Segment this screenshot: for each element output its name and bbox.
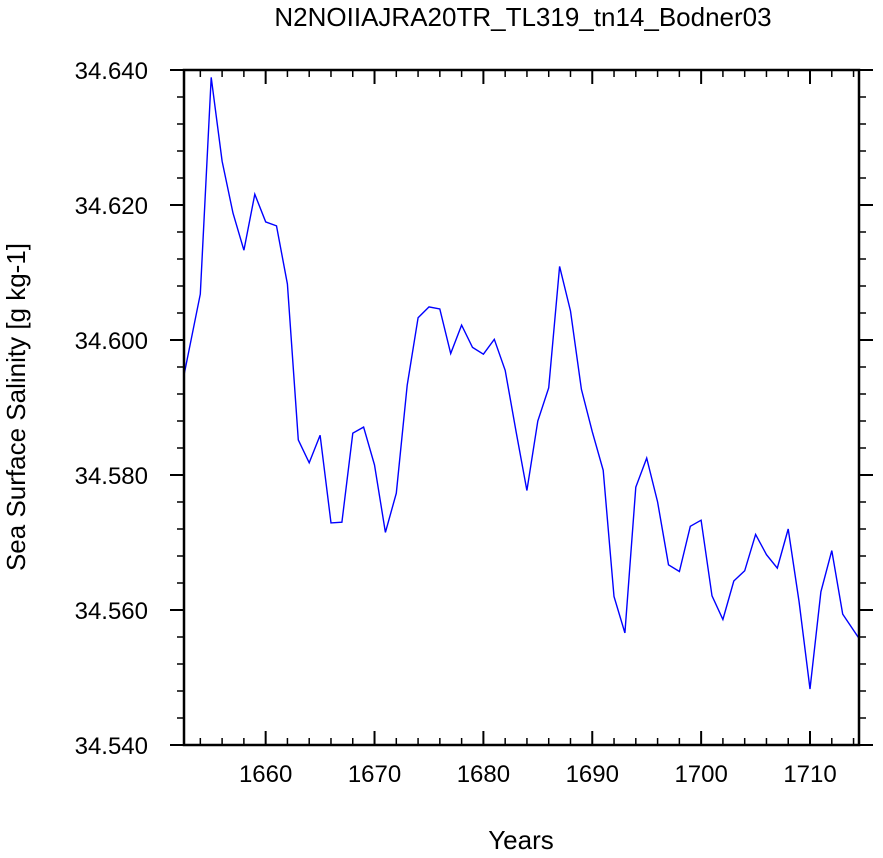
salinity-series-line [183, 77, 860, 690]
plot-frame [182, 68, 861, 747]
y-tick-label: 34.620 [75, 193, 148, 220]
x-tick-label: 1700 [674, 761, 727, 788]
axis-ticks [170, 69, 873, 746]
y-tick-label: 34.600 [75, 328, 148, 355]
x-tick-label: 1680 [457, 761, 510, 788]
x-tick-label: 1710 [783, 761, 836, 788]
y-tick-label: 34.540 [75, 733, 148, 760]
tick-labels: 1660 1670 1680 1690 1700 1710 34.540 34.560 34.5… [75, 58, 837, 788]
chart-title: N2NOIIAJRA20TR_TL319_tn14_Bodner03 [274, 2, 771, 32]
y-tick-label: 34.560 [75, 598, 148, 625]
x-tick-label: 1660 [239, 761, 292, 788]
x-tick-label: 1670 [348, 761, 401, 788]
y-axis-label: Sea Surface Salinity [g kg-1] [1, 243, 31, 571]
x-axis-label: Years [488, 825, 554, 855]
y-tick-label: 34.640 [75, 58, 148, 85]
x-tick-label: 1690 [566, 761, 619, 788]
y-tick-label: 34.580 [75, 463, 148, 490]
